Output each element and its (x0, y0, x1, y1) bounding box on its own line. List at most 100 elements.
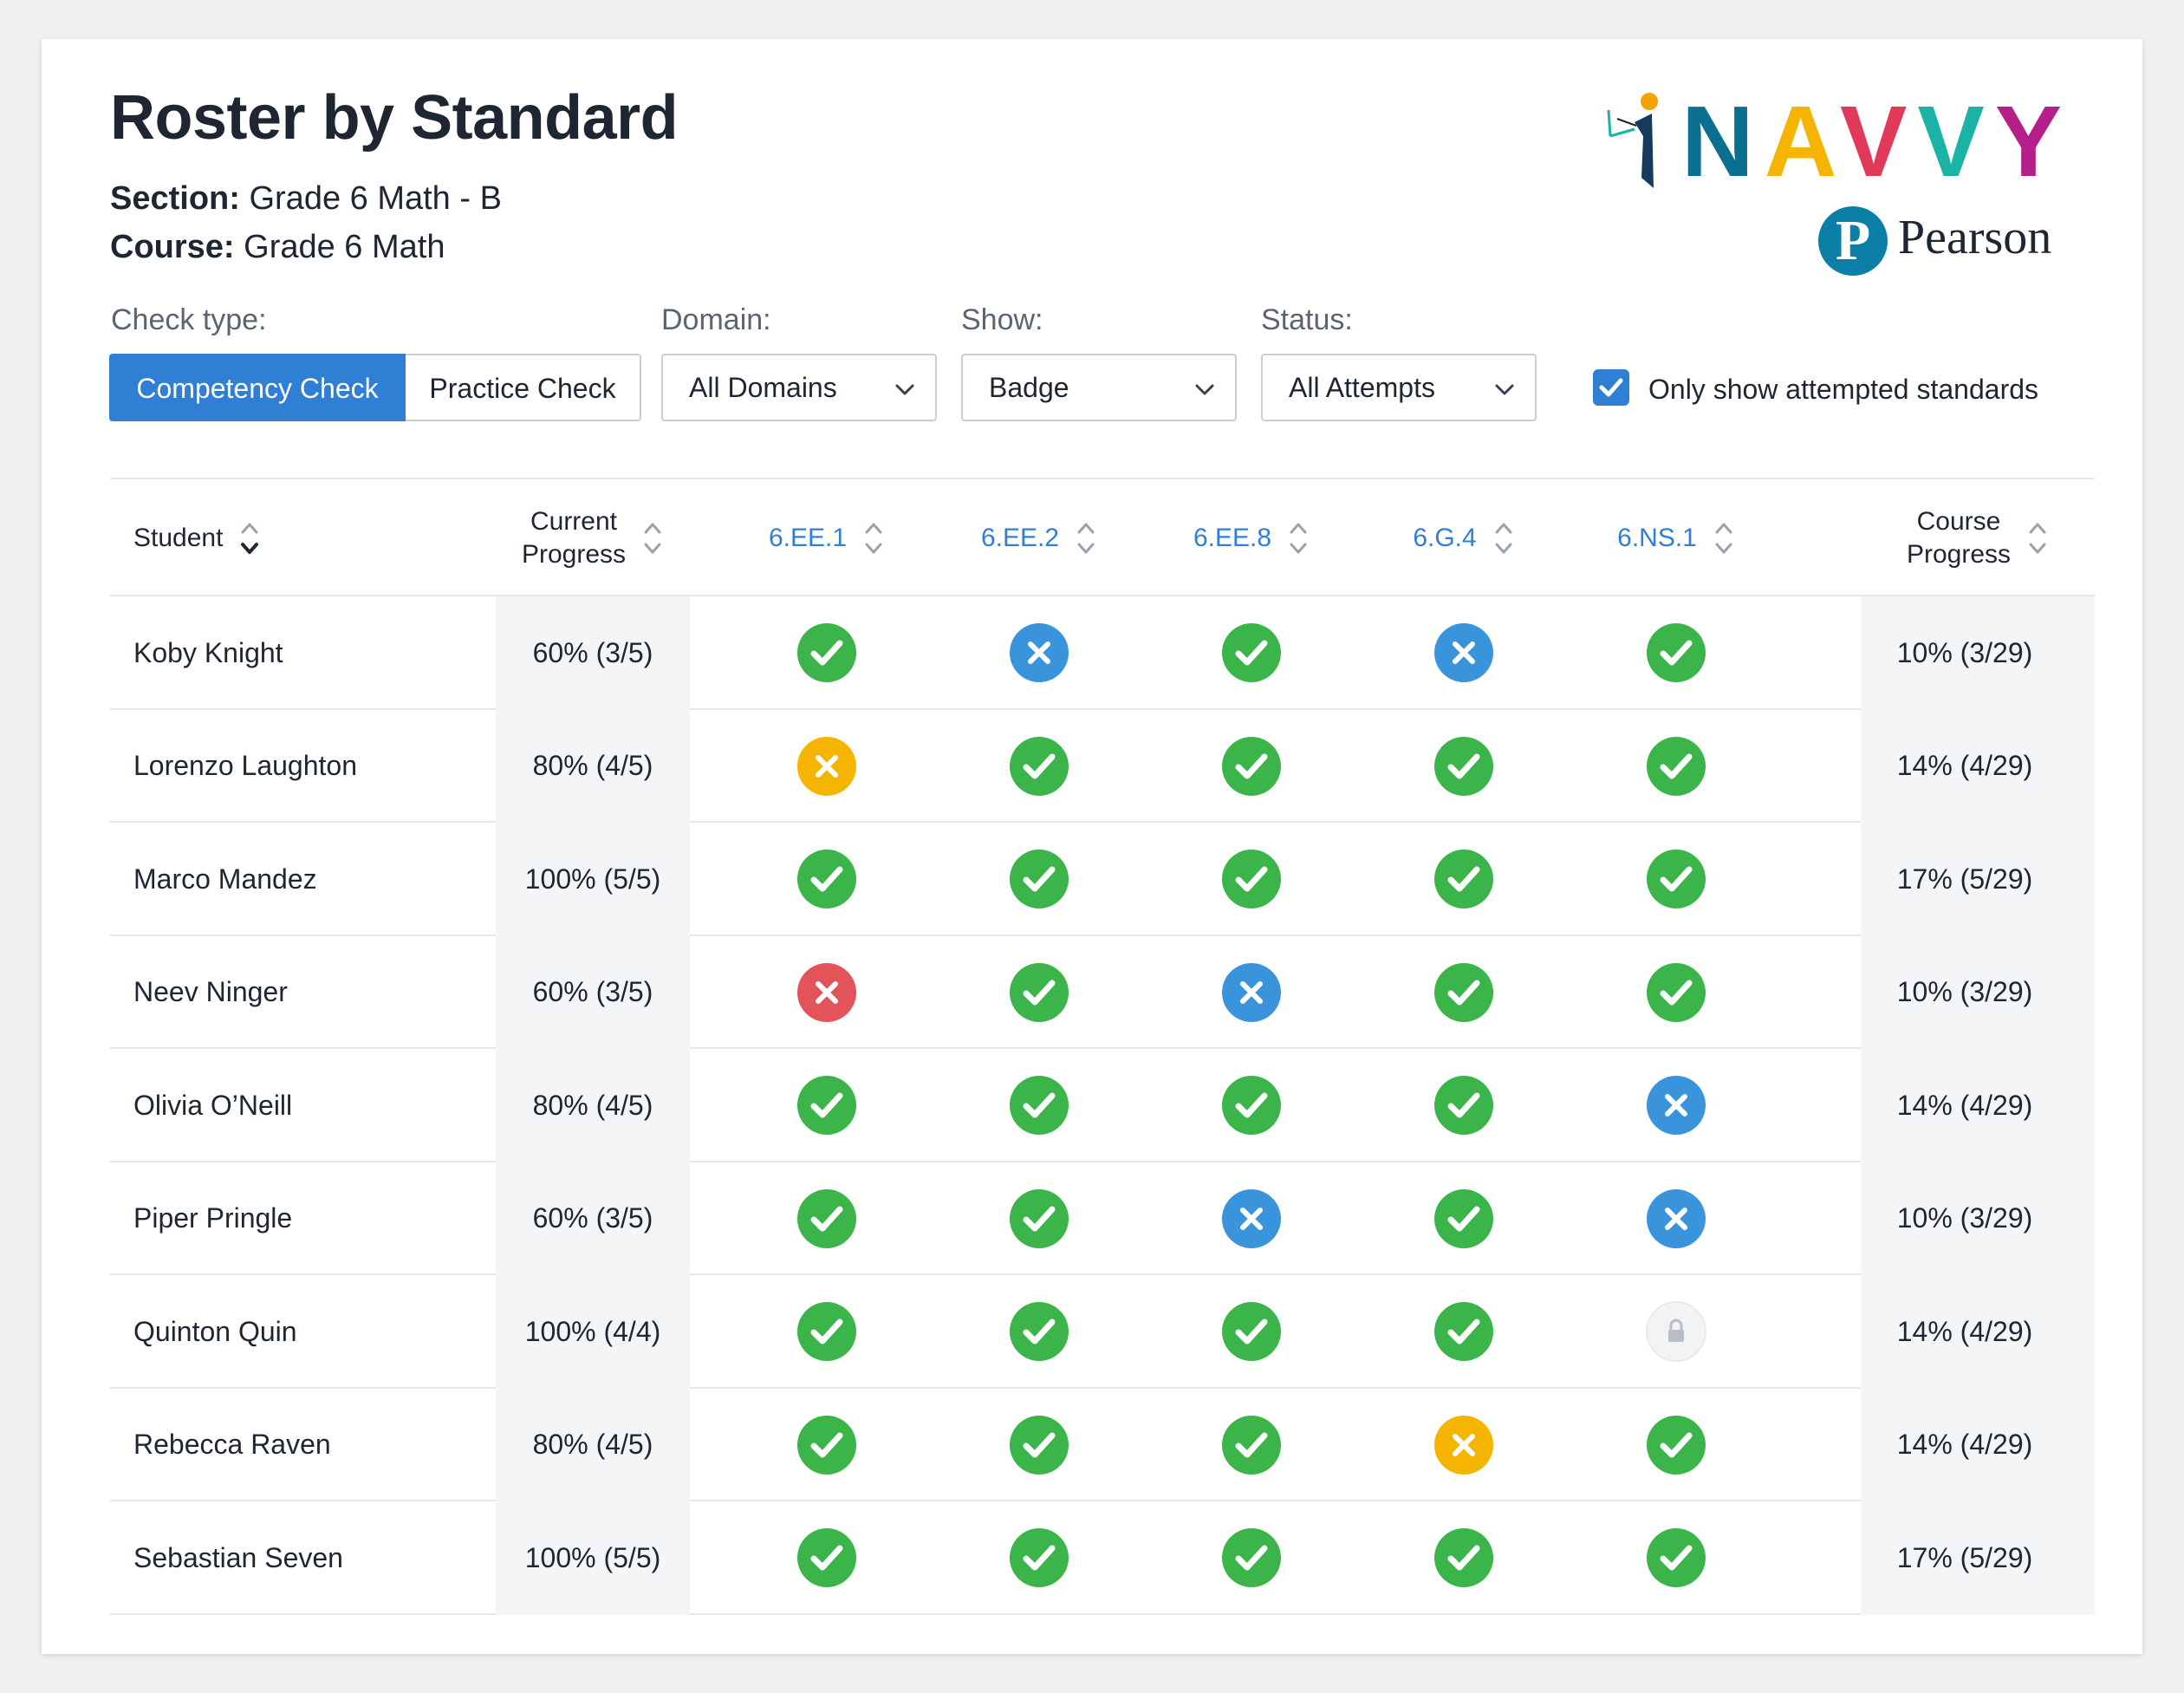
column-header-standard[interactable]: 6.NS.1 (1572, 479, 1780, 596)
check-circle-icon[interactable] (796, 1527, 857, 1588)
practice-check-button[interactable]: Practice Check (406, 354, 641, 421)
check-type-label: Check type: (111, 303, 267, 336)
check-circle-icon[interactable] (1646, 736, 1706, 797)
column-header-standard[interactable]: 6.EE.1 (723, 479, 931, 596)
current-progress-shade (496, 596, 690, 710)
table-row: Olivia O’Neill 80% (4/5) 14% (4/29) (110, 1049, 2095, 1162)
check-circle-icon[interactable] (1221, 1301, 1282, 1362)
show-select[interactable]: Badge (961, 354, 1237, 421)
only-attempted-label[interactable]: Only show attempted standards (1648, 374, 2039, 405)
column-header-student[interactable]: Student (133, 479, 419, 596)
check-circle-icon[interactable] (1009, 1415, 1069, 1475)
standard-badge-cell (1412, 1162, 1516, 1275)
check-circle-icon[interactable] (1646, 622, 1706, 683)
course-progress-shade (1861, 1162, 2095, 1275)
sort-icon[interactable] (2026, 517, 2049, 560)
check-circle-icon[interactable] (1433, 849, 1494, 909)
x-circle-yellow-icon[interactable] (796, 736, 857, 797)
check-circle-icon[interactable] (1221, 736, 1282, 797)
checkmark-icon (1599, 378, 1623, 397)
standard-badge-cell (1199, 710, 1303, 823)
x-circle-blue-icon[interactable] (1221, 962, 1282, 1023)
check-circle-icon[interactable] (1433, 1527, 1494, 1588)
check-circle-icon[interactable] (1433, 1301, 1494, 1362)
check-circle-icon[interactable] (1009, 736, 1069, 797)
column-header-course-progress[interactable]: Course Progress (1861, 479, 2095, 596)
table-row: Piper Pringle 60% (3/5) 10% (3/29) (110, 1162, 2095, 1275)
course-progress-value: 10% (3/29) (1896, 976, 2033, 1007)
course-label: Course: (110, 229, 235, 265)
check-circle-icon[interactable] (1433, 962, 1494, 1023)
check-circle-icon[interactable] (796, 1301, 857, 1362)
check-circle-icon[interactable] (1009, 1301, 1069, 1362)
check-circle-icon[interactable] (1221, 1527, 1282, 1588)
check-circle-icon[interactable] (1221, 1075, 1282, 1136)
competency-check-button[interactable]: Competency Check (109, 354, 406, 421)
check-circle-icon[interactable] (1646, 1527, 1706, 1588)
check-circle-icon[interactable] (796, 1188, 857, 1249)
standard-badge-cell (1412, 936, 1516, 1049)
check-circle-icon[interactable] (1646, 962, 1706, 1023)
sort-icon[interactable] (641, 517, 664, 560)
standard-badge-cell (987, 1389, 1091, 1501)
check-circle-icon[interactable] (796, 1415, 857, 1475)
check-circle-icon[interactable] (1221, 1415, 1282, 1475)
table-row: Neev Ninger 60% (3/5) 10% (3/29) (110, 935, 2095, 1049)
check-circle-icon[interactable] (1009, 849, 1069, 909)
only-attempted-checkbox[interactable] (1593, 369, 1629, 406)
table-row: Lorenzo Laughton 80% (4/5) 14% (4/29) (110, 709, 2095, 823)
column-header-standard-label: 6.EE.2 (980, 523, 1060, 552)
current-progress-shade (496, 1501, 690, 1615)
column-header-student-label: Student (133, 523, 224, 552)
sort-icon[interactable] (1492, 517, 1515, 560)
sort-icon[interactable] (862, 517, 885, 560)
domain-select[interactable]: All Domains (661, 354, 937, 421)
x-circle-red-icon[interactable] (796, 962, 857, 1023)
check-circle-icon[interactable] (1221, 849, 1282, 909)
check-circle-icon[interactable] (1009, 1075, 1069, 1136)
sort-icon[interactable] (1075, 517, 1097, 560)
check-circle-icon[interactable] (1221, 622, 1282, 683)
x-circle-blue-icon[interactable] (1221, 1188, 1282, 1249)
lock-icon[interactable] (1646, 1301, 1706, 1362)
check-circle-icon[interactable] (1009, 962, 1069, 1023)
chevron-down-icon (1495, 384, 1514, 395)
table-body: Koby Knight 60% (3/5) 10% (3/29) Lorenzo La… (110, 596, 2095, 1615)
status-select[interactable]: All Attempts (1261, 354, 1537, 421)
course-progress-shade (1861, 1388, 2095, 1501)
sort-icon[interactable] (1713, 517, 1735, 560)
check-circle-icon[interactable] (1009, 1188, 1069, 1249)
check-circle-icon[interactable] (1433, 1188, 1494, 1249)
current-progress-value: 100% (5/5) (524, 863, 661, 895)
x-circle-blue-icon[interactable] (1009, 622, 1069, 683)
x-circle-blue-icon[interactable] (1433, 622, 1494, 683)
sort-descending-icon[interactable] (238, 517, 261, 560)
chevron-down-icon (895, 384, 914, 395)
student-name: Piper Pringle (133, 1202, 293, 1234)
section-value: Grade 6 Math - B (249, 180, 502, 217)
report-card (42, 39, 2142, 1654)
sort-icon[interactable] (1287, 517, 1310, 560)
current-progress-value: 60% (3/5) (532, 976, 653, 1007)
x-circle-blue-icon[interactable] (1646, 1188, 1706, 1249)
standard-badge-cell (987, 710, 1091, 823)
column-header-standard[interactable]: 6.EE.2 (935, 479, 1143, 596)
course-progress-value: 14% (4/29) (1896, 1429, 2033, 1460)
check-circle-icon[interactable] (1433, 1075, 1494, 1136)
check-circle-icon[interactable] (1646, 1415, 1706, 1475)
column-header-standard[interactable]: 6.G.4 (1360, 479, 1568, 596)
x-circle-yellow-icon[interactable] (1433, 1415, 1494, 1475)
column-header-current-progress[interactable]: Current Progress (496, 479, 690, 596)
check-circle-icon[interactable] (796, 622, 857, 683)
pearson-logo: P Pearson (1818, 205, 2078, 279)
check-circle-icon[interactable] (1433, 736, 1494, 797)
status-label: Status: (1261, 303, 1353, 336)
check-circle-icon[interactable] (796, 1075, 857, 1136)
navvy-logo: NAVVY (1602, 91, 2070, 195)
standard-badge-cell (1412, 710, 1516, 823)
check-circle-icon[interactable] (796, 849, 857, 909)
check-circle-icon[interactable] (1646, 849, 1706, 909)
x-circle-blue-icon[interactable] (1646, 1075, 1706, 1136)
check-circle-icon[interactable] (1009, 1527, 1069, 1588)
column-header-standard[interactable]: 6.EE.8 (1147, 479, 1355, 596)
